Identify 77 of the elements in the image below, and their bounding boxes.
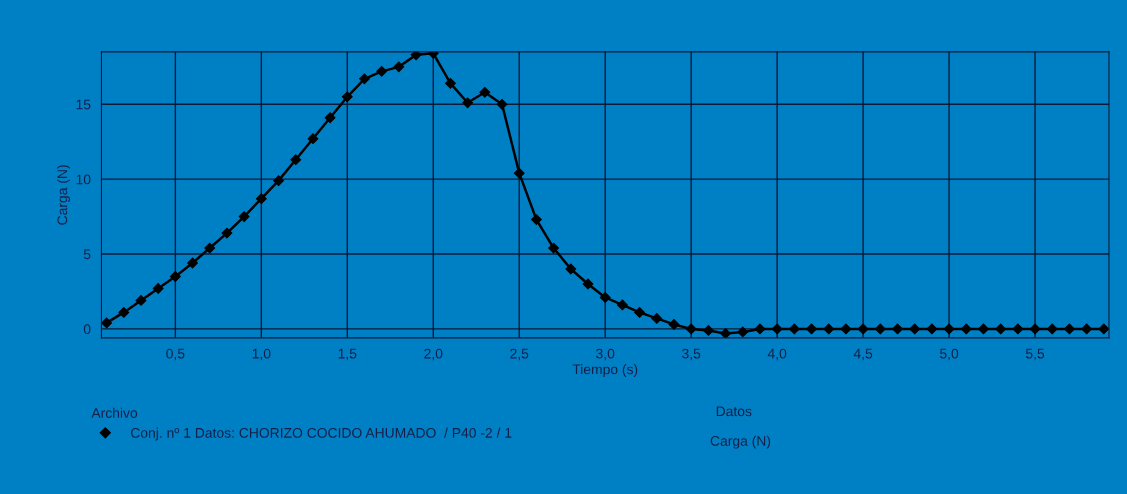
point xyxy=(187,257,198,269)
point xyxy=(255,193,267,205)
point xyxy=(978,323,989,335)
point xyxy=(548,242,560,254)
point xyxy=(135,295,147,306)
point xyxy=(874,323,886,335)
point xyxy=(359,73,370,85)
point xyxy=(1098,323,1109,335)
point xyxy=(599,292,611,303)
point xyxy=(479,86,491,98)
x-tick-label: 4,5 xyxy=(853,348,873,361)
point xyxy=(118,307,130,318)
x-tick-label: 1,5 xyxy=(338,348,357,361)
text: Carga (N) xyxy=(710,435,771,449)
point xyxy=(324,112,336,124)
point xyxy=(737,326,749,338)
point xyxy=(410,51,422,61)
point xyxy=(840,323,852,335)
x-tick-label: 5,5 xyxy=(1025,348,1045,361)
point xyxy=(995,323,1007,335)
point xyxy=(892,323,903,335)
x-axis-title: Tiempo (s) xyxy=(572,364,638,377)
point xyxy=(926,323,938,335)
point xyxy=(788,323,800,335)
point xyxy=(651,313,663,324)
point xyxy=(616,299,628,311)
point xyxy=(152,283,164,294)
x-tick-label: 3,0 xyxy=(596,348,615,361)
point xyxy=(238,211,250,223)
point xyxy=(857,323,869,335)
point xyxy=(702,324,714,336)
y-tick-label: 5 xyxy=(83,249,91,260)
point xyxy=(685,323,697,335)
point xyxy=(204,242,216,254)
point xyxy=(393,61,405,73)
point xyxy=(909,323,921,335)
y-tick-label: 0 xyxy=(83,324,91,335)
point xyxy=(496,98,508,110)
x-tick-label: 2,0 xyxy=(424,348,443,361)
x-tick-label: 4,0 xyxy=(767,348,787,361)
point xyxy=(273,175,284,187)
point xyxy=(565,263,577,275)
x-tick-label: 0,5 xyxy=(166,348,185,361)
x-tick-label: 5,0 xyxy=(939,348,959,361)
point xyxy=(1046,323,1058,335)
y-tick-label: 15 xyxy=(76,99,91,110)
point xyxy=(582,278,594,290)
point xyxy=(823,323,835,335)
point xyxy=(445,77,456,89)
point xyxy=(754,323,766,335)
point xyxy=(1012,323,1024,335)
point xyxy=(307,133,319,145)
x-tick-label: 1,0 xyxy=(252,348,271,361)
point xyxy=(668,318,680,330)
point xyxy=(960,323,972,335)
point xyxy=(221,227,233,239)
point xyxy=(169,271,181,282)
point xyxy=(513,167,525,179)
x-tick-label: 3,5 xyxy=(682,348,701,361)
y-axis-title: Carga (N) xyxy=(57,165,71,225)
point xyxy=(290,154,302,166)
point xyxy=(530,214,542,226)
point xyxy=(341,91,353,103)
point xyxy=(1029,323,1041,335)
point xyxy=(806,323,817,335)
point xyxy=(720,327,731,338)
point xyxy=(771,323,783,335)
point xyxy=(376,65,388,77)
y-tick-label: 10 xyxy=(76,174,91,185)
point xyxy=(101,317,113,329)
legend-title: Archivo xyxy=(91,407,138,418)
legend-label: Conj. nº 1 Datos: CHORIZO COCIDO AHUMADO / P40 -2 / 1 xyxy=(130,427,512,441)
x-tick-label: 2,5 xyxy=(510,348,529,361)
point xyxy=(462,97,474,109)
text: Datos xyxy=(716,406,752,417)
point xyxy=(634,307,646,318)
point xyxy=(943,323,955,335)
